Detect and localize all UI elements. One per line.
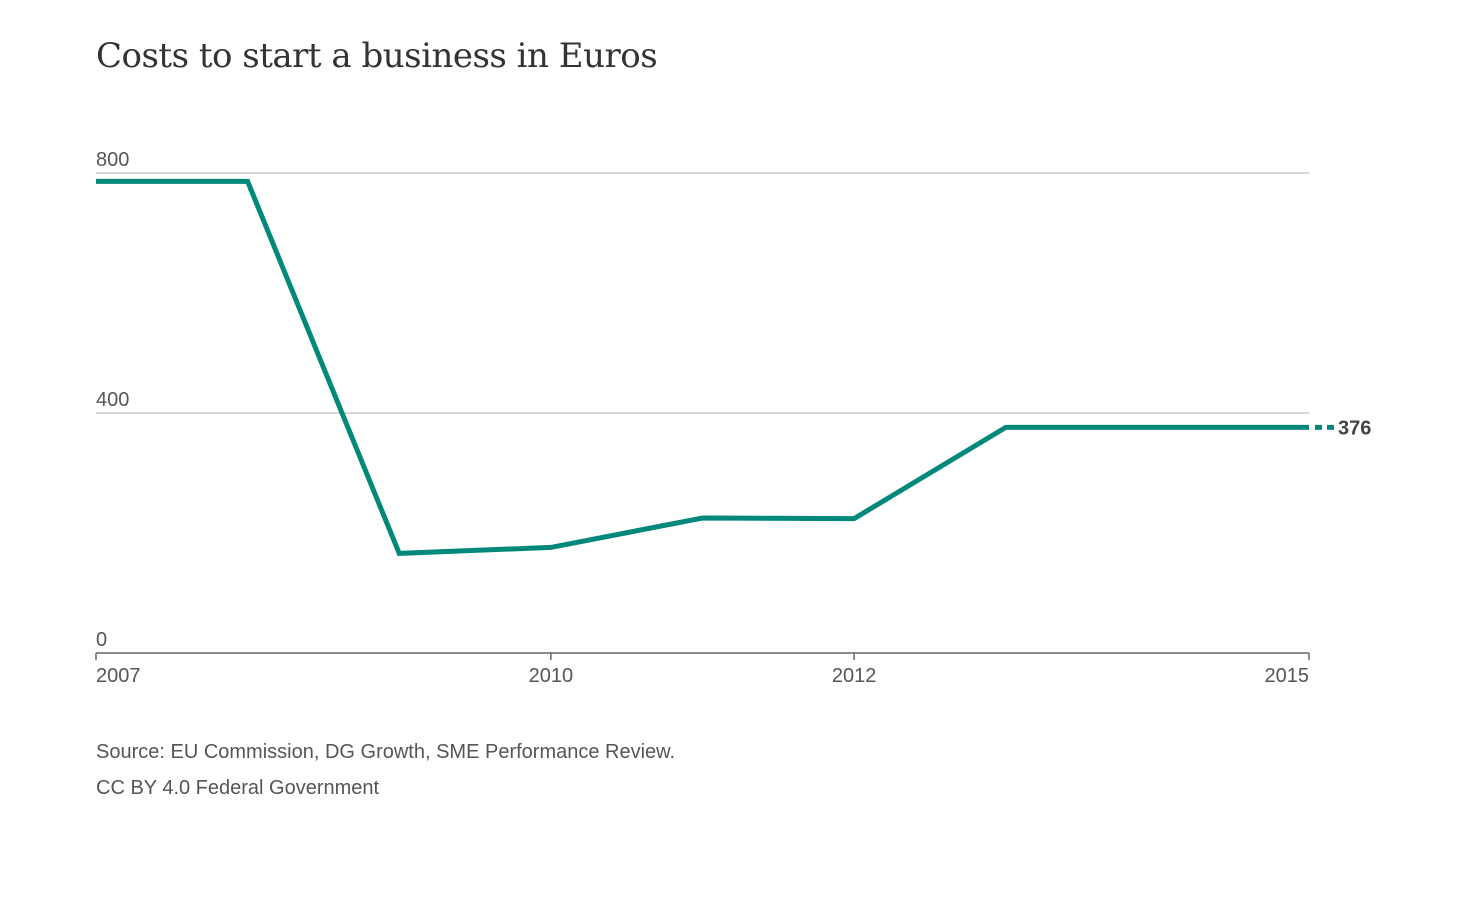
x-tick-label-2010: 2010 — [529, 665, 574, 687]
license-note: CC BY 4.0 Federal Government — [96, 777, 380, 799]
chart-footer: Source: EU Commission, DG Growth, SME Pe… — [96, 734, 675, 806]
source-note: Source: EU Commission, DG Growth, SME Pe… — [96, 741, 676, 763]
chart-title: Costs to start a business in Euros — [96, 36, 658, 76]
x-tick-label-2007: 2007 — [96, 665, 141, 687]
y-tick-label-0: 0 — [96, 629, 107, 651]
end-value-label: 376 — [1338, 417, 1371, 439]
y-tick-label-800: 800 — [96, 149, 129, 171]
series-line-0 — [96, 178, 1309, 556]
y-tick-label-400: 400 — [96, 389, 129, 411]
x-tick-label-2015: 2015 — [1265, 665, 1310, 687]
x-tick-label-2012: 2012 — [832, 665, 877, 687]
